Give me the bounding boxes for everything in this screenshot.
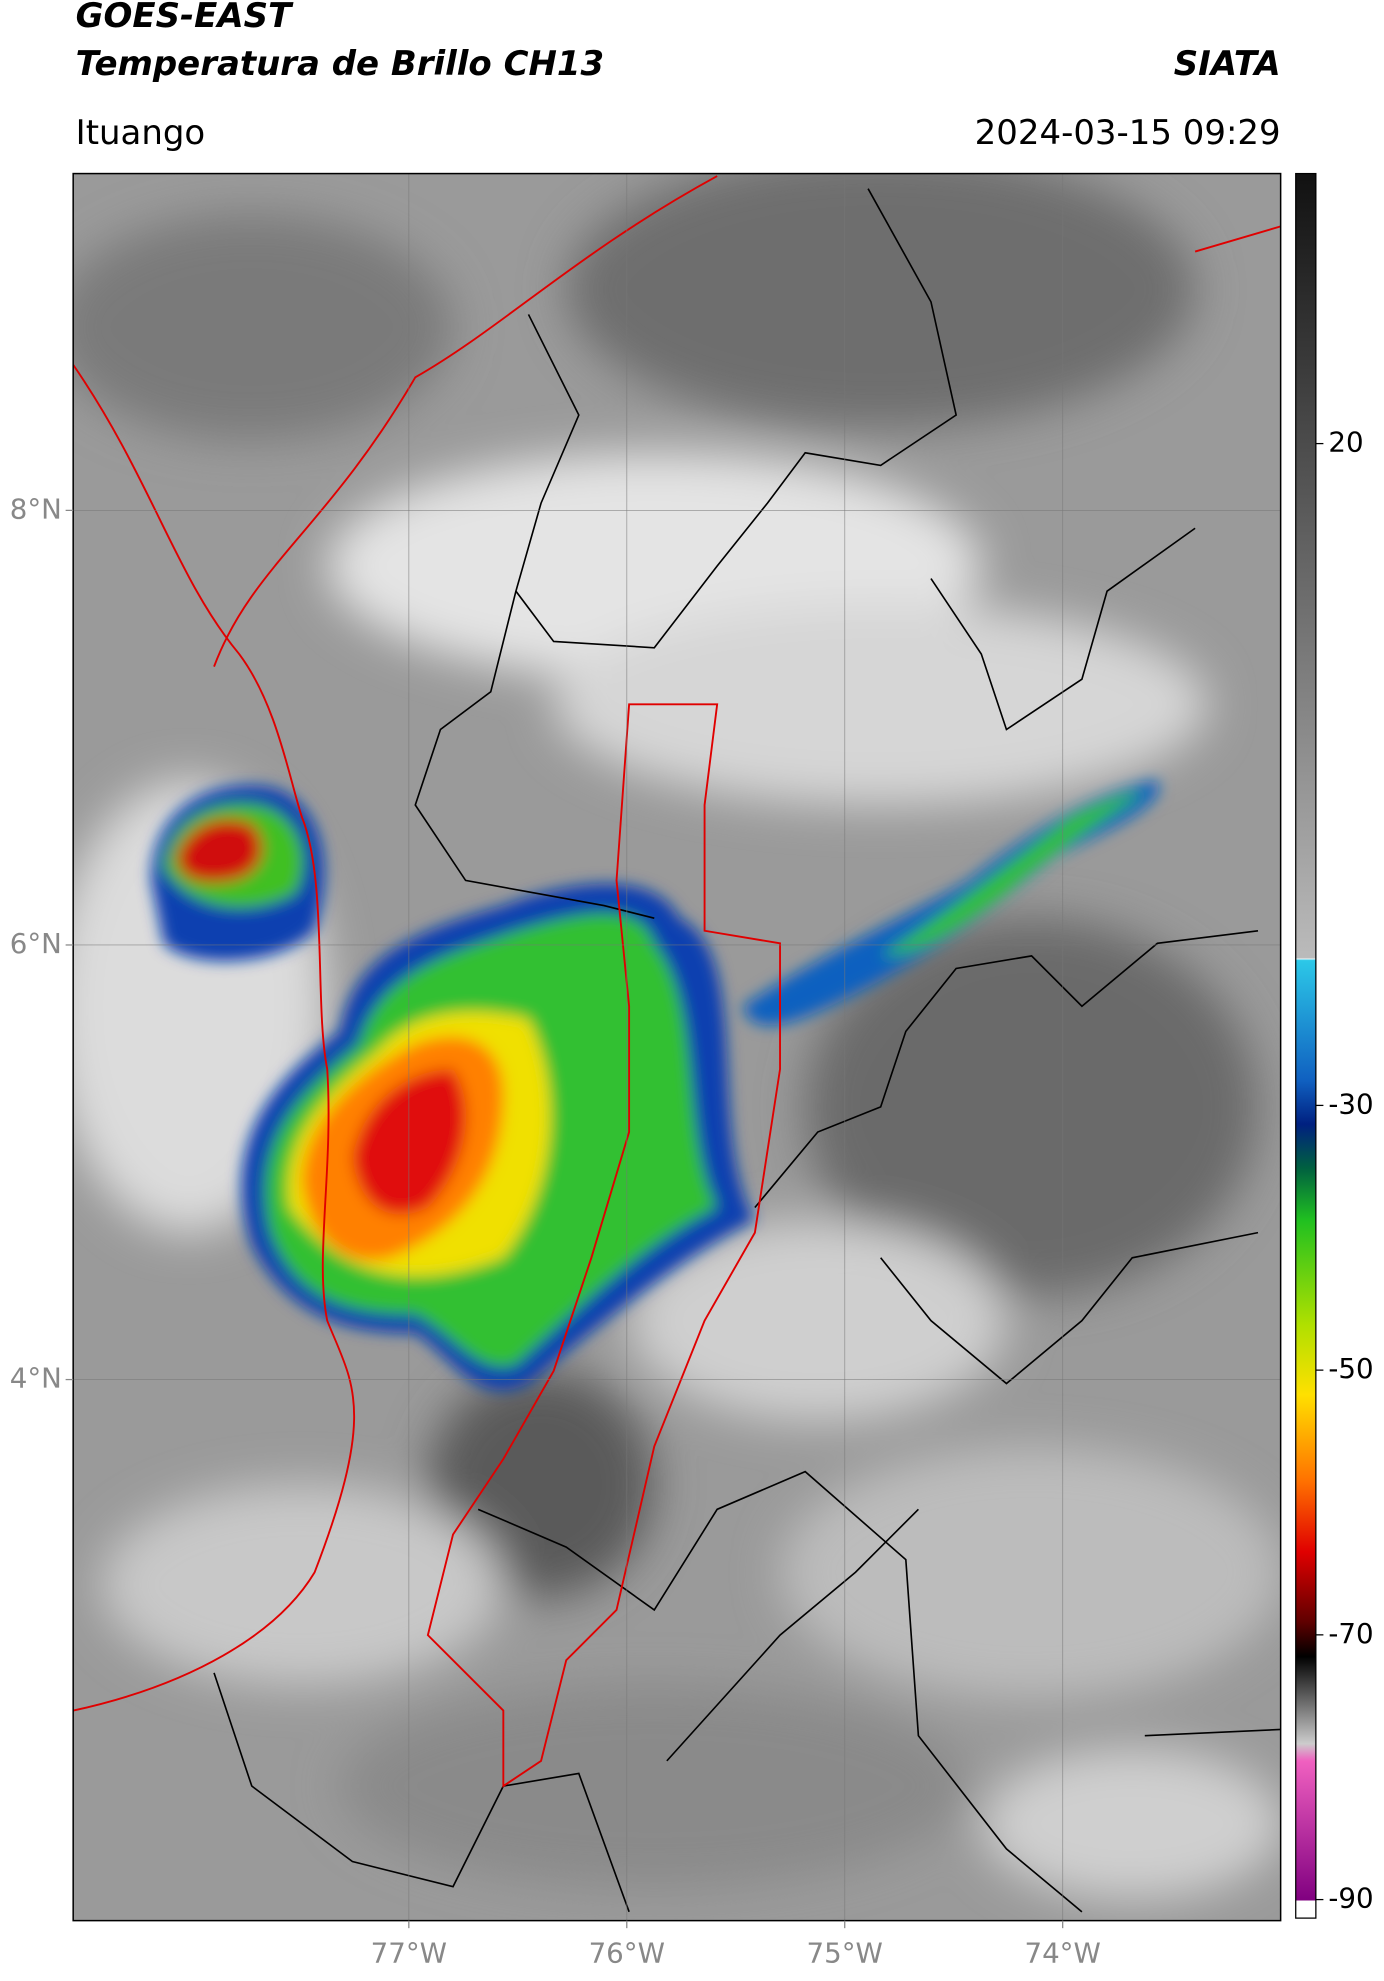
- graticule: [73, 173, 1281, 1921]
- y-tick-label: 8°N: [10, 492, 62, 525]
- x-tick-label: 74°W: [1024, 1937, 1100, 1970]
- colorbar-tick-label: -30: [1328, 1087, 1373, 1120]
- title: GOES-EAST: [76, 0, 294, 36]
- datetime: 2024-03-15 09:29: [975, 113, 1281, 153]
- x-tick-label: 76°W: [589, 1937, 665, 1970]
- colorbar-tick-label: -90: [1328, 1882, 1373, 1915]
- y-tick-label: 4°N: [10, 1362, 62, 1395]
- colorbar-tick-label: 20: [1328, 426, 1363, 459]
- subtitle: Temperatura de Brillo CH13: [76, 44, 604, 84]
- location: Ituango: [76, 113, 206, 153]
- x-tick-label: 77°W: [371, 1937, 447, 1970]
- x-tick-label: 75°W: [807, 1937, 883, 1970]
- colorbar-tick-label: -50: [1328, 1352, 1373, 1385]
- colorbar: [1295, 172, 1317, 1919]
- satellite-image: [73, 173, 1281, 1921]
- y-tick-label: 6°N: [10, 927, 62, 960]
- map-frame: [72, 172, 1282, 1922]
- source: SIATA: [1174, 44, 1281, 84]
- colorbar-tick-label: -70: [1328, 1617, 1373, 1650]
